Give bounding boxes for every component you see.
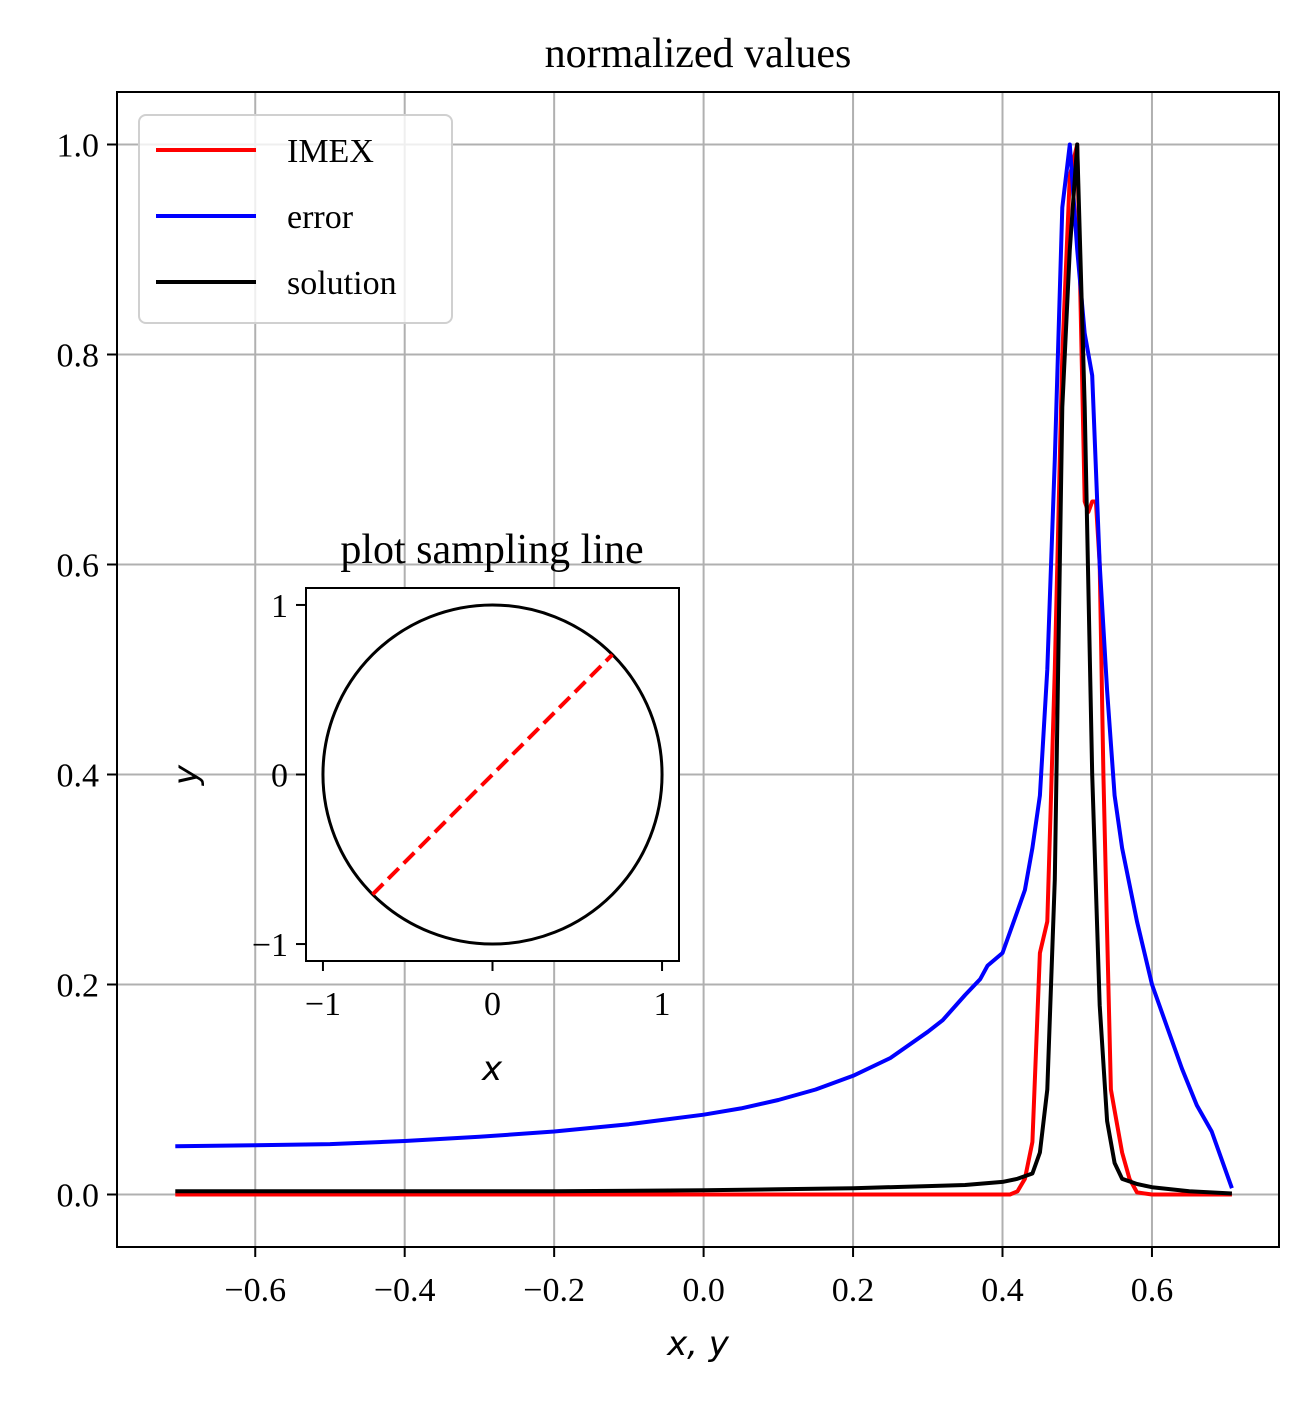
- main-plot-frame: [116, 91, 1280, 1248]
- main-series-lines: [175, 142, 1234, 1197]
- main-y-tick-label: 0.4: [57, 758, 100, 795]
- legend-box: [138, 114, 453, 324]
- legend-label: IMEX: [287, 133, 374, 170]
- legend-label: error: [287, 199, 354, 236]
- inset-chart: −1 0 1 −1 0 1 plot sampling line x y: [166, 527, 680, 1089]
- inset-y-tick-label: 1: [271, 588, 288, 625]
- inset-y-tick-label: 0: [271, 758, 288, 795]
- main-y-tick-label: 0.2: [57, 968, 100, 1005]
- main-x-axis-label: x, y: [666, 1324, 730, 1364]
- inset-y-axis-label: y: [166, 764, 206, 786]
- inset-x-tick-label: −1: [305, 986, 341, 1023]
- legend: IMEX error solution: [138, 114, 453, 324]
- main-chart-title: normalized values: [545, 31, 852, 77]
- main-y-tick-label: 1.0: [57, 128, 100, 165]
- main-x-axis-ticks: −0.6 −0.4 −0.2 0.0 0.2 0.4 0.6: [224, 1247, 1173, 1309]
- inset-y-tick-label: −1: [252, 927, 288, 964]
- series-line-solution: [175, 142, 1233, 1196]
- main-x-tick-label: −0.2: [523, 1272, 585, 1309]
- inset-x-axis-ticks: −1 0 1: [305, 961, 671, 1023]
- main-y-tick-label: 0.0: [57, 1178, 100, 1215]
- inset-x-axis-label: x: [481, 1049, 503, 1089]
- inset-domain-circle: [321, 603, 664, 946]
- main-y-axis-ticks: 0.0 0.2 0.4 0.6 0.8 1.0: [57, 128, 117, 1215]
- inset-x-tick-label: 0: [484, 986, 501, 1023]
- inset-series: [321, 603, 664, 946]
- main-x-tick-label: 0.0: [682, 1272, 725, 1309]
- main-x-tick-label: 0.6: [1131, 1272, 1174, 1309]
- series-line-error: [175, 142, 1234, 1189]
- inset-x-tick-label: 1: [654, 986, 671, 1023]
- main-y-tick-label: 0.6: [57, 548, 100, 585]
- main-x-tick-label: −0.6: [224, 1272, 286, 1309]
- inset-sampling-line: [371, 653, 614, 896]
- main-x-tick-label: 0.4: [981, 1272, 1024, 1309]
- legend-items: IMEX error solution: [156, 133, 397, 302]
- series-line-imex: [175, 142, 1232, 1197]
- legend-label: solution: [287, 265, 397, 302]
- main-x-tick-label: −0.4: [374, 1272, 436, 1309]
- main-x-tick-label: 0.2: [832, 1272, 875, 1309]
- inset-background: [306, 588, 679, 961]
- inset-y-axis-ticks: −1 0 1: [252, 588, 306, 964]
- main-y-tick-label: 0.8: [57, 338, 100, 375]
- inset-title: plot sampling line: [340, 527, 643, 573]
